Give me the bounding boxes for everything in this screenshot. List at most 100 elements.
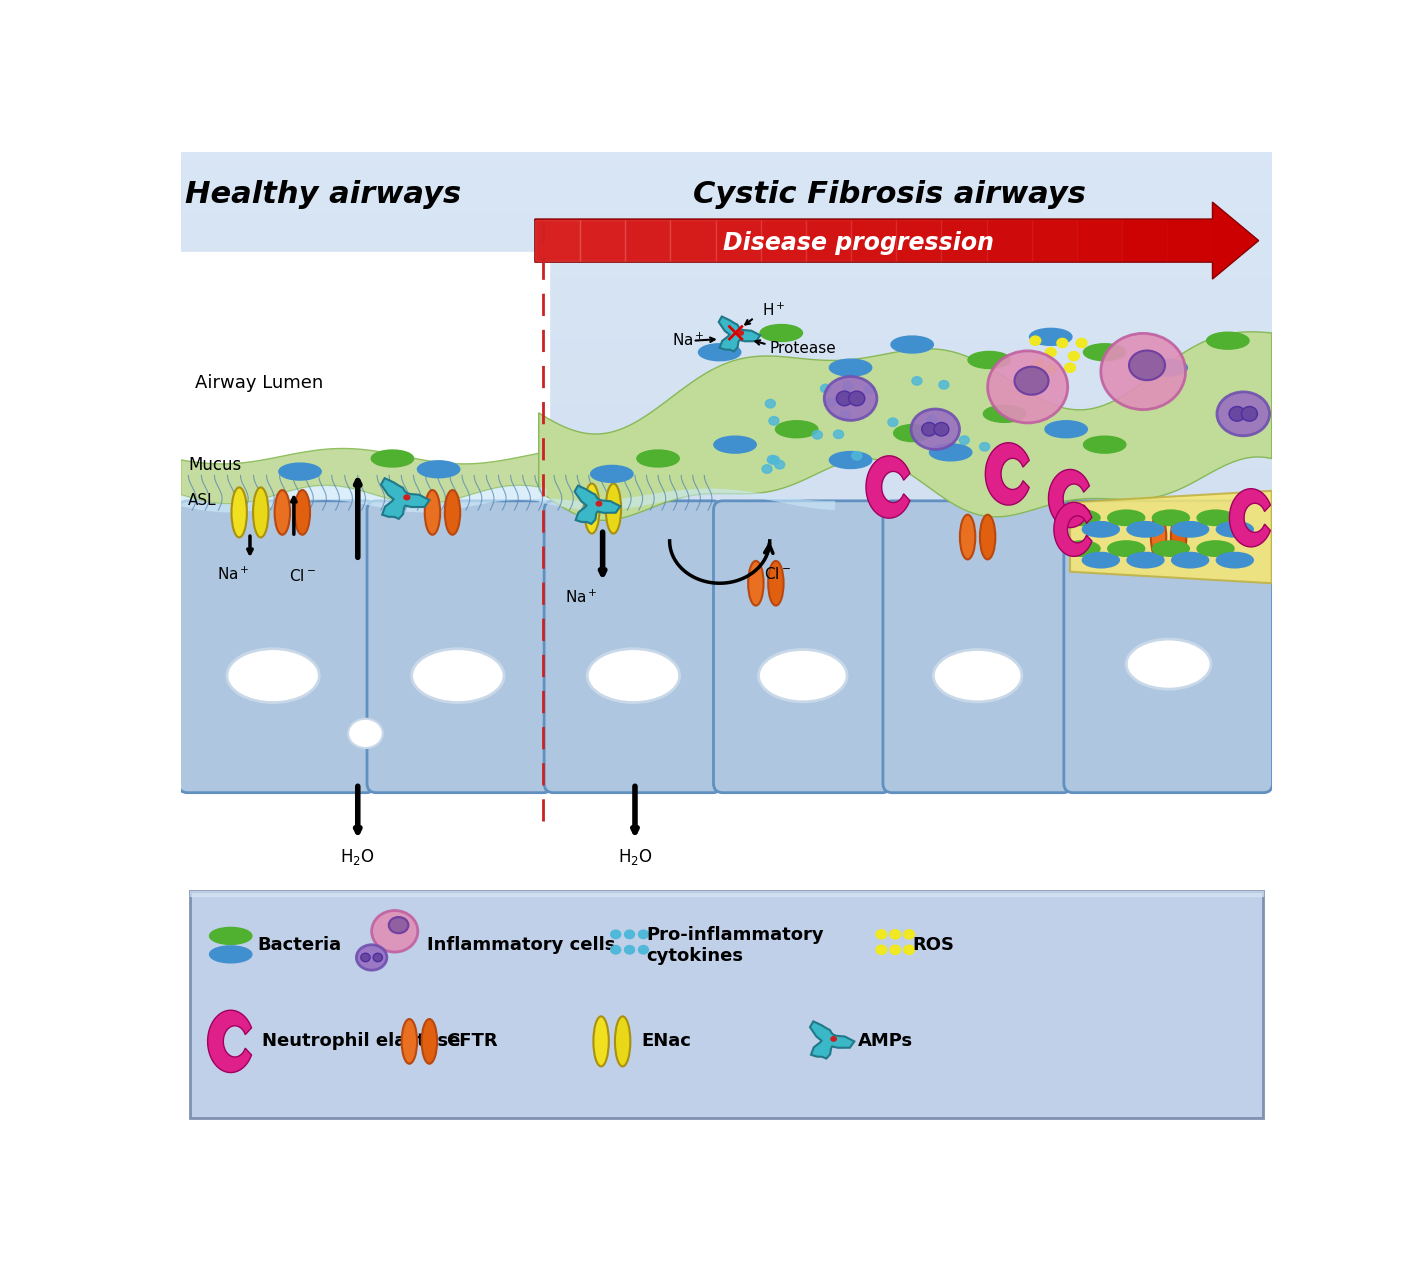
- Bar: [181, 286, 1272, 294]
- Ellipse shape: [1127, 552, 1163, 568]
- Ellipse shape: [1216, 522, 1253, 537]
- Ellipse shape: [699, 343, 741, 361]
- Bar: [941, 219, 986, 261]
- Ellipse shape: [934, 422, 949, 436]
- Ellipse shape: [1207, 332, 1248, 350]
- Ellipse shape: [833, 430, 843, 438]
- Bar: [897, 219, 941, 261]
- Text: Na$^+$: Na$^+$: [565, 588, 598, 606]
- Bar: [181, 673, 1272, 680]
- Text: Disease progression: Disease progression: [723, 231, 993, 255]
- Bar: [181, 350, 1272, 357]
- Text: Na$^+$: Na$^+$: [672, 332, 704, 350]
- Ellipse shape: [864, 385, 874, 394]
- FancyBboxPatch shape: [883, 500, 1073, 793]
- Ellipse shape: [1015, 366, 1049, 395]
- Text: Airway Lumen: Airway Lumen: [194, 374, 323, 392]
- Bar: [181, 262, 1272, 270]
- Ellipse shape: [1084, 343, 1127, 361]
- Ellipse shape: [979, 442, 989, 451]
- Text: Bacteria: Bacteria: [258, 936, 341, 954]
- Bar: [181, 689, 1272, 697]
- Ellipse shape: [357, 945, 387, 971]
- Ellipse shape: [210, 927, 252, 944]
- Ellipse shape: [825, 376, 877, 421]
- Ellipse shape: [876, 945, 887, 954]
- Ellipse shape: [295, 490, 310, 535]
- Ellipse shape: [227, 649, 319, 703]
- Bar: [181, 152, 1272, 160]
- Bar: [181, 279, 1272, 286]
- Ellipse shape: [1151, 514, 1166, 559]
- Ellipse shape: [584, 484, 599, 533]
- Bar: [181, 310, 1272, 318]
- Ellipse shape: [1068, 351, 1080, 361]
- FancyBboxPatch shape: [1064, 500, 1272, 793]
- Bar: [181, 626, 1272, 634]
- Ellipse shape: [888, 418, 898, 427]
- Ellipse shape: [1083, 522, 1119, 537]
- Ellipse shape: [587, 649, 680, 703]
- Ellipse shape: [401, 1019, 417, 1064]
- Ellipse shape: [775, 460, 785, 469]
- Bar: [1122, 219, 1168, 261]
- Bar: [181, 421, 1272, 428]
- Polygon shape: [1049, 470, 1090, 527]
- Polygon shape: [208, 1010, 252, 1073]
- Bar: [181, 199, 1272, 208]
- Ellipse shape: [412, 649, 504, 703]
- FancyBboxPatch shape: [714, 500, 891, 793]
- Text: Cl$^-$: Cl$^-$: [289, 568, 316, 584]
- Ellipse shape: [361, 953, 370, 962]
- Bar: [181, 365, 1272, 372]
- Bar: [806, 219, 852, 261]
- Ellipse shape: [639, 930, 649, 939]
- Bar: [181, 531, 1272, 538]
- Ellipse shape: [904, 945, 914, 954]
- Bar: [1032, 219, 1077, 261]
- Ellipse shape: [930, 443, 972, 461]
- Ellipse shape: [597, 502, 602, 506]
- Ellipse shape: [768, 561, 784, 606]
- Bar: [181, 270, 1272, 279]
- Ellipse shape: [591, 465, 633, 483]
- Bar: [625, 219, 670, 261]
- Ellipse shape: [840, 411, 850, 419]
- Bar: [181, 413, 1272, 421]
- Ellipse shape: [1172, 552, 1209, 568]
- Ellipse shape: [934, 650, 1022, 702]
- Ellipse shape: [1241, 407, 1257, 421]
- Bar: [181, 712, 1272, 721]
- Text: ✕: ✕: [724, 322, 747, 350]
- Ellipse shape: [254, 488, 268, 537]
- Bar: [181, 507, 1272, 516]
- Ellipse shape: [1217, 392, 1270, 436]
- Bar: [181, 255, 1272, 262]
- Ellipse shape: [404, 495, 410, 499]
- Ellipse shape: [1172, 522, 1209, 537]
- Ellipse shape: [890, 945, 901, 954]
- Bar: [181, 680, 1272, 689]
- Ellipse shape: [913, 376, 922, 385]
- Text: Protease: Protease: [769, 341, 836, 356]
- Bar: [181, 436, 1272, 443]
- Ellipse shape: [279, 464, 322, 480]
- Ellipse shape: [820, 384, 830, 393]
- Bar: [181, 516, 1272, 523]
- Bar: [181, 184, 1272, 191]
- Bar: [181, 609, 1272, 618]
- Bar: [181, 239, 1272, 247]
- Ellipse shape: [911, 409, 959, 450]
- Ellipse shape: [1076, 338, 1087, 347]
- Bar: [181, 602, 1272, 609]
- Ellipse shape: [1046, 347, 1056, 357]
- Bar: [1077, 219, 1122, 261]
- Bar: [716, 219, 761, 261]
- Bar: [181, 443, 1272, 452]
- Polygon shape: [985, 442, 1029, 506]
- Ellipse shape: [1145, 359, 1187, 376]
- Polygon shape: [538, 489, 835, 511]
- Polygon shape: [1054, 502, 1093, 556]
- Polygon shape: [534, 203, 1258, 279]
- Bar: [181, 658, 1272, 665]
